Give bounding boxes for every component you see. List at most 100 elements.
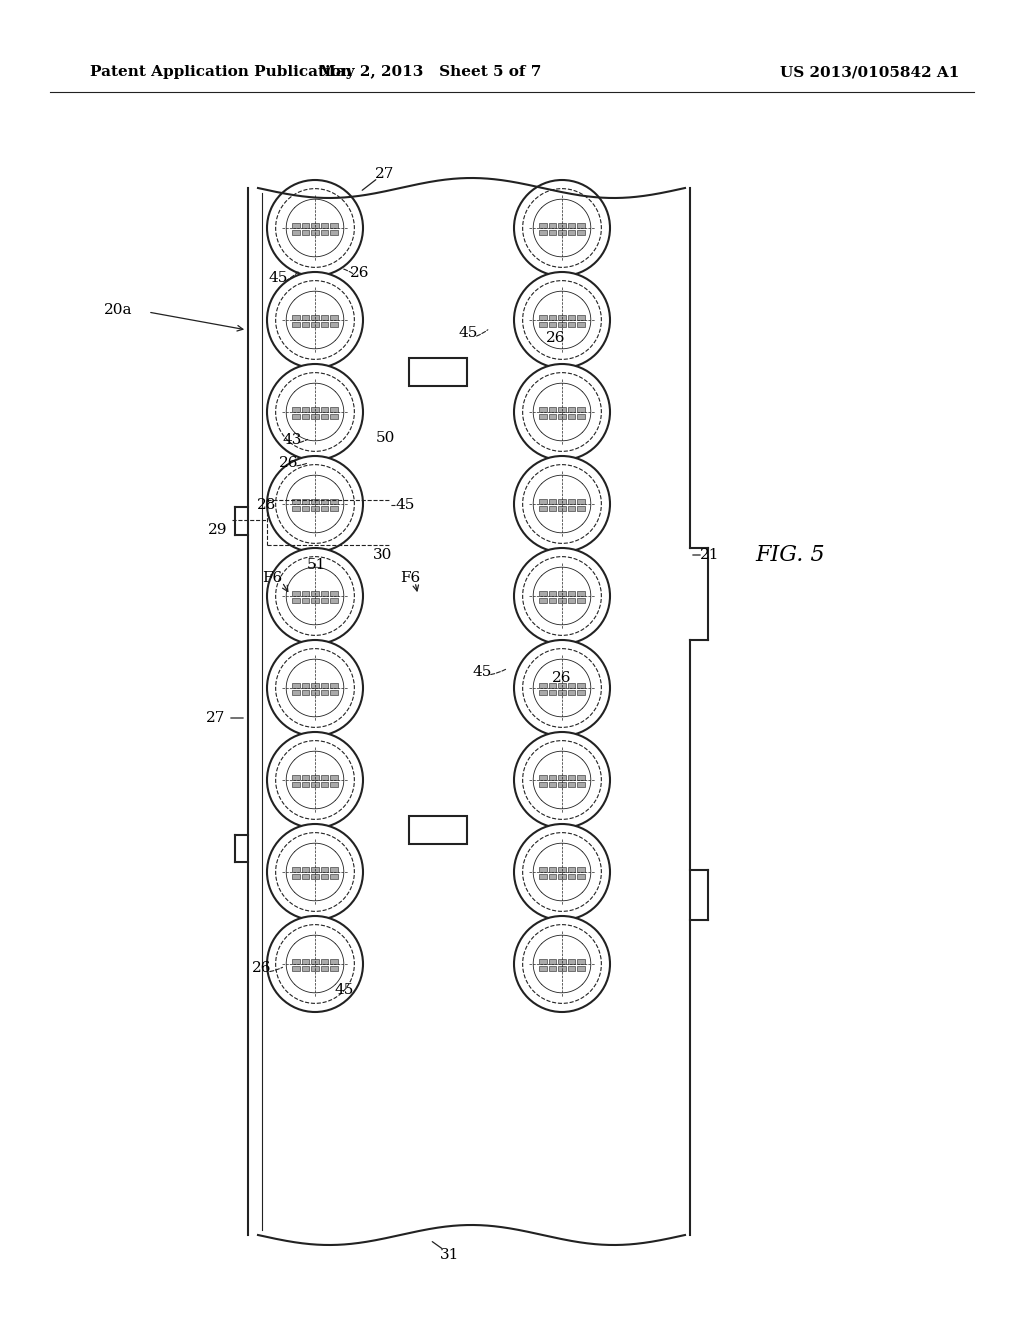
Text: 30: 30 (374, 548, 392, 562)
Bar (331, 783, 338, 787)
Bar (578, 690, 585, 696)
Bar (567, 690, 575, 696)
Text: 28: 28 (257, 498, 276, 512)
Bar (321, 499, 329, 504)
Bar (321, 407, 329, 412)
Bar (331, 874, 338, 879)
Bar (549, 874, 556, 879)
Text: 45: 45 (334, 983, 353, 997)
Bar (539, 684, 547, 688)
Bar (321, 315, 329, 319)
Bar (549, 867, 556, 873)
Bar (558, 231, 566, 235)
Text: FIG. 5: FIG. 5 (755, 544, 824, 566)
Bar (301, 874, 309, 879)
Bar (311, 591, 318, 597)
Text: 26: 26 (350, 267, 370, 280)
Text: 45: 45 (395, 498, 415, 512)
Bar (311, 231, 318, 235)
Bar (539, 407, 547, 412)
Bar (567, 322, 575, 327)
Bar (311, 499, 318, 504)
Bar (292, 966, 300, 972)
Bar (331, 499, 338, 504)
Bar (292, 414, 300, 420)
Circle shape (267, 364, 362, 459)
Text: 27: 27 (376, 168, 394, 181)
Text: 20a: 20a (103, 304, 132, 317)
Text: 31: 31 (440, 1247, 460, 1262)
Bar (321, 874, 329, 879)
Bar (539, 775, 547, 780)
Bar (567, 966, 575, 972)
Bar (301, 591, 309, 597)
Bar (549, 775, 556, 780)
Bar (301, 690, 309, 696)
Bar (331, 867, 338, 873)
Bar (567, 591, 575, 597)
Bar (567, 407, 575, 412)
Text: 26: 26 (280, 455, 299, 470)
Text: 45: 45 (472, 665, 492, 678)
Bar (311, 507, 318, 511)
Bar (549, 684, 556, 688)
Bar (567, 684, 575, 688)
Bar (301, 407, 309, 412)
Bar (311, 690, 318, 696)
Bar (578, 960, 585, 964)
Text: 27: 27 (206, 711, 225, 725)
Bar (301, 598, 309, 603)
Bar (558, 690, 566, 696)
Bar (311, 775, 318, 780)
Bar (311, 598, 318, 603)
Circle shape (267, 640, 362, 737)
Bar (321, 598, 329, 603)
Bar (578, 783, 585, 787)
Bar (292, 223, 300, 228)
Circle shape (514, 640, 610, 737)
Bar (539, 598, 547, 603)
Circle shape (514, 916, 610, 1012)
Bar (558, 966, 566, 972)
Circle shape (267, 548, 362, 644)
Bar (311, 874, 318, 879)
Text: May 2, 2013   Sheet 5 of 7: May 2, 2013 Sheet 5 of 7 (318, 65, 542, 79)
Bar (539, 591, 547, 597)
Bar (301, 507, 309, 511)
Bar (331, 507, 338, 511)
Bar (578, 315, 585, 319)
Circle shape (514, 548, 610, 644)
Text: 43: 43 (283, 433, 302, 447)
Bar (301, 223, 309, 228)
Circle shape (267, 733, 362, 828)
Bar (549, 315, 556, 319)
Bar (539, 960, 547, 964)
Bar (549, 591, 556, 597)
Bar (578, 775, 585, 780)
Bar (578, 231, 585, 235)
Bar (578, 874, 585, 879)
Bar (539, 690, 547, 696)
Bar (301, 414, 309, 420)
Bar (549, 966, 556, 972)
Bar (321, 591, 329, 597)
Bar (331, 322, 338, 327)
Bar (578, 223, 585, 228)
Bar (331, 684, 338, 688)
Bar (292, 322, 300, 327)
Bar (409, 358, 467, 385)
Bar (301, 966, 309, 972)
Bar (567, 231, 575, 235)
Bar (578, 966, 585, 972)
Bar (311, 960, 318, 964)
Bar (567, 783, 575, 787)
Bar (301, 231, 309, 235)
Text: F6: F6 (400, 572, 420, 585)
Bar (311, 414, 318, 420)
Bar (549, 231, 556, 235)
Bar (331, 231, 338, 235)
Bar (321, 223, 329, 228)
Bar (311, 684, 318, 688)
Text: Patent Application Publication: Patent Application Publication (90, 65, 352, 79)
Bar (292, 507, 300, 511)
